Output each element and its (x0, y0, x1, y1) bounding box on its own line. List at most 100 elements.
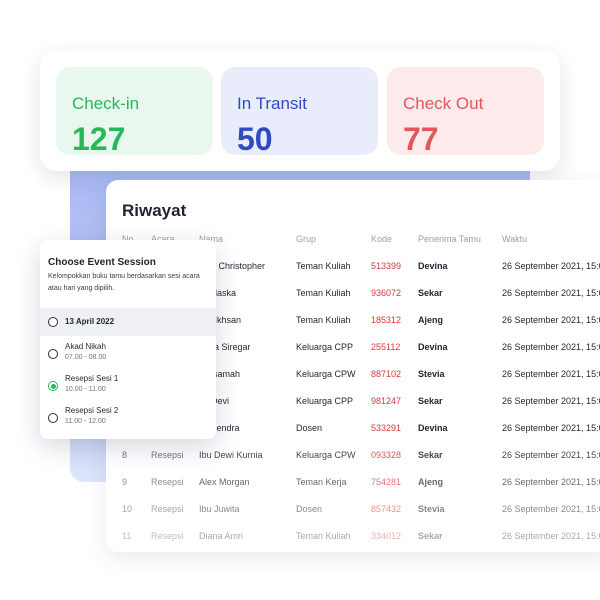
cell-acara: Resepsi (151, 504, 184, 514)
stat-checkout-label: Check Out (403, 94, 484, 113)
cell-grup: Keluarga CPW (296, 369, 356, 379)
cell-waktu: 26 September 2021, 15:0 (502, 261, 600, 271)
radio-icon[interactable] (48, 349, 58, 359)
table-row[interactable]: 8 Resepsi Ibu Dewi Kurnia Keluarga CPW 09332… (106, 450, 600, 477)
column-header-penerima-tamu[interactable]: Penerima Tamu (418, 234, 481, 244)
cell-waktu: 26 September 2021, 15:0 (502, 450, 600, 460)
cell-kode: 754281 (371, 477, 402, 487)
cell-grup: Teman Kuliah (296, 531, 351, 541)
column-header-nama[interactable]: Nama (199, 234, 224, 244)
history-title: Riwayat (122, 201, 187, 220)
cell-penerima-tamu: Ajeng (418, 477, 444, 487)
cell-penerima-tamu: Stevia (418, 369, 445, 379)
column-header-grup[interactable]: Grup (296, 234, 317, 244)
cell-grup: Keluarga CPW (296, 450, 356, 460)
cell-waktu: 26 September 2021, 15:0 (502, 396, 600, 406)
session-option[interactable]: Resepsi Sesi 2 11.00 - 12.00 (40, 406, 216, 434)
stat-checkout[interactable]: Check Out 77 (387, 67, 544, 157)
stats-summary-card: Check-in 127 In Transit 50 Check Out 77 (40, 51, 560, 171)
session-option[interactable]: Resepsi Sesi 1 10.00 - 11.00 (40, 374, 216, 402)
session-option[interactable]: Akad Nikah 07.00 - 08.00 (40, 342, 216, 370)
table-row[interactable]: nuel Christopher Teman Kuliah 513399 Devina… (106, 261, 600, 288)
cell-grup: Keluarga CPP (296, 342, 354, 352)
cell-kode: 185312 (371, 315, 402, 325)
stat-checkin[interactable]: Check-in 127 (56, 67, 213, 157)
cell-nama: nuel Christopher (199, 261, 266, 271)
session-option-time: 07.00 - 08.00 (65, 354, 107, 361)
cell-nama: Ibu Juwita (199, 504, 240, 514)
cell-waktu: 26 September 2021, 15:0 (502, 315, 600, 325)
cell-acara: Resepsi (151, 477, 184, 487)
cell-no: 10 (122, 504, 133, 514)
table-row[interactable]: 9 Resepsi Alex Morgan Teman Kerja 754281 Ajen… (106, 477, 600, 504)
cell-grup: Dosen (296, 423, 323, 433)
date-radio-icon[interactable] (48, 317, 58, 327)
cell-grup: Dosen (296, 504, 323, 514)
cell-waktu: 26 September 2021, 15:0 (502, 423, 600, 433)
cell-acara: Resepsi (151, 450, 184, 460)
cell-no: 9 (122, 477, 128, 487)
cell-waktu: 26 September 2021, 15:0 (502, 477, 600, 487)
cell-grup: Teman Kuliah (296, 261, 351, 271)
cell-acara: Resepsi (151, 531, 184, 541)
table-row[interactable]: 11 Resepsi Diana Amri Teman Kuliah 334012 Sek… (106, 531, 600, 552)
cell-grup: Teman Kerja (296, 477, 347, 487)
table-row[interactable]: dana Siregar Keluarga CPP 255112 Devina 26 S… (106, 342, 600, 369)
cell-nama: h Usamah (199, 369, 241, 379)
cell-waktu: 26 September 2021, 15:0 (502, 531, 600, 541)
cell-kode: 533291 (371, 423, 402, 433)
cell-kode: 857432 (371, 504, 402, 514)
radio-selected-icon[interactable] (48, 381, 58, 391)
cell-waktu: 26 September 2021, 15:0 (502, 504, 600, 514)
cell-nama: dra Ikhsan (199, 315, 242, 325)
table-row[interactable]: h Usamah Keluarga CPW 887102 Stevia 26 Septe… (106, 369, 600, 396)
cell-kode: 936072 (371, 288, 402, 298)
cell-penerima-tamu: Devina (418, 423, 448, 433)
cell-penerima-tamu: Stevia (418, 504, 445, 514)
stat-in-transit-value: 50 (237, 121, 273, 157)
cell-nama: h Adaska (199, 288, 237, 298)
column-header-waktu[interactable]: Waktu (502, 234, 528, 244)
cell-nama: Alex Morgan (199, 477, 250, 487)
session-option-time: 10.00 - 11.00 (65, 386, 106, 393)
cell-penerima-tamu: Sekar (418, 531, 443, 541)
session-description: Kelompokkan buku tamu berdasarkan sesi a… (48, 273, 200, 292)
cell-grup: Teman Kuliah (296, 315, 351, 325)
table-row[interactable]: dra Ikhsan Teman Kuliah 185312 Ajeng 26 Sept… (106, 315, 600, 342)
stat-in-transit-label: In Transit (237, 94, 307, 113)
table-row[interactable]: h Adaska Teman Kuliah 936072 Sekar 26 Septem… (106, 288, 600, 315)
stat-checkin-label: Check-in (72, 94, 140, 113)
cell-penerima-tamu: Devina (418, 261, 448, 271)
session-option-name: Resepsi Sesi 1 (65, 374, 119, 383)
cell-penerima-tamu: Ajeng (418, 315, 444, 325)
stat-in-transit[interactable]: In Transit 50 (221, 67, 378, 157)
session-option-name: Resepsi Sesi 2 (65, 406, 119, 415)
cell-waktu: 26 September 2021, 15:0 (502, 342, 600, 352)
table-row[interactable]: Mahendra Dosen 533291 Devina 26 September 20… (106, 423, 600, 450)
cell-kode: 981247 (371, 396, 402, 406)
cell-no: 11 (122, 531, 132, 541)
column-header-acara[interactable]: Acara (151, 234, 175, 244)
cell-nama: Diana Amri (199, 531, 244, 541)
column-header-no[interactable]: No (122, 234, 134, 244)
session-date-option[interactable]: 13 April 2022 (40, 308, 216, 336)
column-header-kode[interactable]: Kode (371, 234, 393, 244)
cell-nama: Ibu Dewi Kurnia (199, 450, 263, 460)
cell-kode: 887102 (371, 369, 402, 379)
cell-waktu: 26 September 2021, 15:0 (502, 288, 600, 298)
cell-kode: 334012 (371, 531, 402, 541)
cell-grup: Keluarga CPP (296, 396, 354, 406)
cell-kode: 255112 (371, 342, 401, 352)
stat-checkin-value: 127 (72, 121, 126, 157)
cell-waktu: 26 September 2021, 15:0 (502, 369, 600, 379)
cell-penerima-tamu: Sekar (418, 396, 443, 406)
radio-icon[interactable] (48, 413, 58, 423)
table-row[interactable]: 10 Resepsi Ibu Juwita Dosen 857432 Stevia 26 S… (106, 504, 600, 531)
session-title: Choose Event Session (48, 257, 156, 268)
session-date-label: 13 April 2022 (65, 317, 115, 326)
cell-nama: dana Siregar (199, 342, 251, 352)
stat-checkout-value: 77 (403, 121, 439, 157)
cell-no: 8 (122, 450, 128, 460)
session-option-name: Akad Nikah (65, 342, 106, 351)
cell-kode: 513399 (371, 261, 402, 271)
